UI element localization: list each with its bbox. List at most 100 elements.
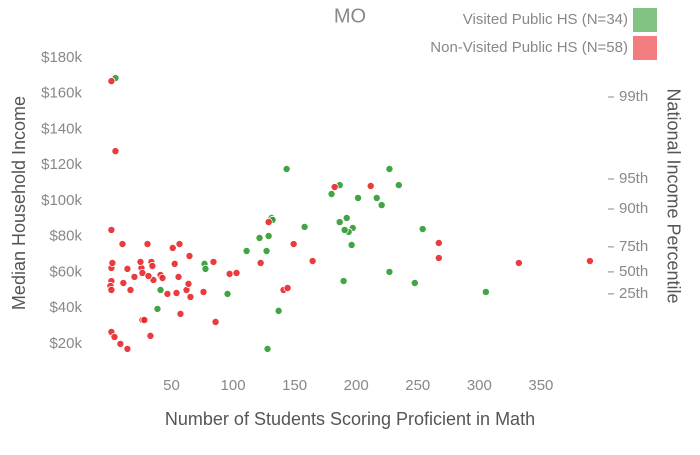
scatter-point xyxy=(289,240,298,249)
scatter-point xyxy=(136,257,145,266)
scatter-point xyxy=(434,253,443,262)
scatter-point xyxy=(186,292,195,301)
scatter-point xyxy=(347,240,356,249)
scatter-point xyxy=(175,240,184,249)
scatter-point xyxy=(108,258,117,267)
y-tick-label: $80k xyxy=(49,228,82,245)
chart-title: MO xyxy=(334,5,366,27)
legend-label: Visited Public HS (N=34) xyxy=(463,11,628,28)
y-axis-title: Median Household Income xyxy=(9,96,29,310)
scatter-point xyxy=(107,225,116,234)
y2-tick-label: 99th xyxy=(619,88,648,105)
scatter-point xyxy=(264,231,273,240)
scatter-point xyxy=(242,247,251,256)
scatter-point xyxy=(339,277,348,286)
scatter-point xyxy=(418,225,427,234)
scatter-point xyxy=(146,331,155,340)
scatter-point xyxy=(372,193,381,202)
scatter-point xyxy=(514,258,523,267)
scatter-point xyxy=(354,193,363,202)
x-tick-label: 100 xyxy=(221,377,246,394)
scatter-point xyxy=(327,190,336,199)
scatter-point xyxy=(107,77,116,86)
scatter-point xyxy=(256,258,265,267)
scatter-point xyxy=(385,267,394,276)
legend-label: Non-Visited Public HS (N=58) xyxy=(430,39,628,56)
scatter-point xyxy=(385,164,394,173)
scatter-point xyxy=(110,332,119,341)
y-tick-label: $140k xyxy=(41,120,82,137)
scatter-point xyxy=(434,238,443,247)
scatter-point xyxy=(156,285,165,294)
x-tick-label: 300 xyxy=(467,377,492,394)
scatter-point xyxy=(308,257,317,266)
scatter-point xyxy=(172,288,181,297)
x-tick-label: 50 xyxy=(163,377,180,394)
scatter-point xyxy=(410,278,419,287)
scatter-point xyxy=(116,339,125,348)
scatter-point xyxy=(263,344,272,353)
x-axis-title: Number of Students Scoring Proficient in… xyxy=(165,409,535,429)
scatter-point xyxy=(123,344,132,353)
y-tick-label: $60k xyxy=(49,263,82,280)
scatter-point xyxy=(158,273,167,282)
scatter-point xyxy=(201,264,210,273)
scatter-point xyxy=(130,272,139,281)
y2-tick-label: 95th xyxy=(619,170,648,187)
y-tick-label: $120k xyxy=(41,156,82,173)
scatter-point xyxy=(366,181,375,190)
scatter-point xyxy=(163,289,172,298)
scatter-point xyxy=(107,285,116,294)
scatter-point xyxy=(335,218,344,227)
y2-axis-title: National Income Percentile xyxy=(663,88,683,303)
y-tick-label: $180k xyxy=(41,49,82,66)
scatter-point xyxy=(174,272,183,281)
y2-tick-label: 25th xyxy=(619,285,648,302)
y2-tick-label: 50th xyxy=(619,263,648,280)
scatter-point xyxy=(143,240,152,249)
scatter-point xyxy=(282,164,291,173)
scatter-point xyxy=(170,259,179,268)
x-tick-label: 150 xyxy=(282,377,307,394)
scatter-point xyxy=(126,285,135,294)
scatter-point xyxy=(255,233,264,242)
scatter-point xyxy=(300,222,309,231)
scatter-point xyxy=(342,213,351,222)
scatter-point xyxy=(394,181,403,190)
y-tick-label: $100k xyxy=(41,192,82,209)
scatter-point xyxy=(118,240,127,249)
scatter-point xyxy=(111,147,120,156)
scatter-point xyxy=(262,247,271,256)
scatter-point xyxy=(199,287,208,296)
scatter-point xyxy=(148,262,157,271)
scatter-point xyxy=(283,283,292,292)
scatter-point xyxy=(119,278,128,287)
y-tick-label: $40k xyxy=(49,299,82,316)
scatter-point xyxy=(264,218,273,227)
scatter-point xyxy=(274,306,283,315)
scatter-point xyxy=(211,317,220,326)
scatter-point xyxy=(223,289,232,298)
scatter-point xyxy=(330,183,339,192)
scatter-point xyxy=(184,279,193,288)
x-tick-label: 350 xyxy=(528,377,553,394)
scatter-point xyxy=(168,243,177,252)
x-tick-label: 250 xyxy=(405,377,430,394)
y2-tick-label: 75th xyxy=(619,238,648,255)
scatter-point xyxy=(185,252,194,261)
y2-tick-label: 90th xyxy=(619,200,648,217)
x-tick-label: 200 xyxy=(344,377,369,394)
scatter-point xyxy=(377,201,386,210)
scatter-point xyxy=(144,272,153,281)
scatter-point xyxy=(340,225,349,234)
scatter-point xyxy=(209,257,218,266)
scatter-point xyxy=(176,309,185,318)
scatter-point xyxy=(225,269,234,278)
scatter-point xyxy=(232,268,241,277)
y-tick-label: $160k xyxy=(41,85,82,102)
scatter-point xyxy=(585,257,594,266)
scatter-point xyxy=(481,287,490,296)
scatter-point xyxy=(140,315,149,324)
y-tick-label: $20k xyxy=(49,335,82,352)
